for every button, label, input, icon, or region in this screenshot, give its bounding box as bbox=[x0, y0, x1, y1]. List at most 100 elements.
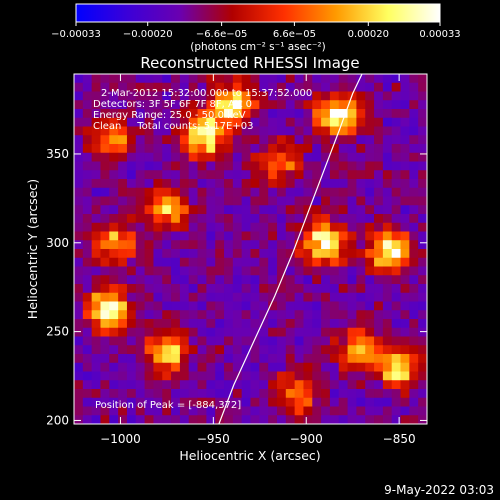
heatmap-cell bbox=[188, 82, 198, 92]
heatmap-cell bbox=[74, 380, 84, 390]
heatmap-cell bbox=[91, 74, 101, 84]
heatmap-cell bbox=[409, 117, 419, 127]
heatmap-cell bbox=[241, 327, 251, 337]
heatmap-cell bbox=[126, 389, 137, 399]
heatmap-cell bbox=[100, 292, 110, 302]
heatmap-cell bbox=[215, 179, 225, 189]
solar-limb-curve bbox=[218, 73, 363, 425]
heatmap-cell bbox=[276, 144, 287, 154]
heatmap-cell bbox=[215, 170, 225, 180]
heatmap-cell bbox=[171, 179, 181, 189]
heatmap-cell bbox=[188, 275, 198, 285]
heatmap-cell bbox=[391, 109, 401, 119]
heatmap-cell bbox=[382, 266, 393, 276]
heatmap-cell bbox=[391, 179, 401, 189]
heatmap-cell bbox=[162, 196, 172, 206]
heatmap-cell bbox=[135, 292, 145, 302]
heatmap-cell bbox=[285, 362, 296, 372]
heatmap-cell bbox=[162, 362, 172, 372]
heatmap-cell bbox=[312, 91, 322, 101]
heatmap-cell bbox=[356, 231, 366, 241]
heatmap-cell bbox=[312, 82, 322, 92]
heatmap-cell bbox=[418, 126, 428, 136]
heatmap-cell bbox=[382, 222, 393, 232]
heatmap-cell bbox=[365, 319, 375, 329]
heatmap-cell bbox=[303, 135, 313, 145]
heatmap-cell bbox=[338, 371, 348, 381]
heatmap-cell bbox=[144, 222, 154, 232]
heatmap-cell bbox=[418, 135, 428, 145]
heatmap-cell bbox=[294, 91, 304, 101]
heatmap-cell bbox=[391, 187, 401, 197]
heatmap-cell bbox=[232, 310, 243, 320]
annotation-time: 2-Mar-2012 15:32:00.000 to 15:37:52.000 bbox=[101, 88, 312, 99]
heatmap-cell bbox=[382, 284, 393, 294]
heatmap-cell bbox=[294, 179, 304, 189]
heatmap-cell bbox=[179, 371, 190, 381]
heatmap-cell bbox=[294, 214, 304, 224]
heatmap-cell bbox=[126, 319, 137, 329]
heatmap-cell bbox=[285, 275, 296, 285]
heatmap-cell bbox=[171, 249, 181, 259]
chart-title: Reconstructed RHESSI Image bbox=[140, 54, 359, 72]
heatmap-cell bbox=[224, 310, 234, 320]
heatmap-cell bbox=[91, 222, 101, 232]
heatmap-cell bbox=[382, 152, 393, 162]
heatmap-cell bbox=[329, 214, 340, 224]
heatmap-cell bbox=[74, 345, 84, 355]
heatmap-cell bbox=[74, 135, 84, 145]
heatmap-cell bbox=[356, 179, 366, 189]
heatmap-cell bbox=[365, 231, 375, 241]
heatmap-cell bbox=[250, 284, 260, 294]
heatmap-cell bbox=[197, 336, 207, 346]
heatmap-cell bbox=[91, 319, 101, 329]
heatmap-cell bbox=[153, 152, 163, 162]
heatmap-cell bbox=[409, 397, 419, 407]
heatmap-cell bbox=[418, 354, 428, 364]
heatmap-cell bbox=[144, 152, 154, 162]
heatmap-cell bbox=[294, 144, 304, 154]
heatmap-cell bbox=[303, 319, 313, 329]
heatmap-cell bbox=[312, 362, 322, 372]
heatmap-cell bbox=[162, 310, 172, 320]
heatmap-cell bbox=[224, 406, 234, 416]
heatmap-cell bbox=[224, 371, 234, 381]
heatmap-cell bbox=[197, 205, 207, 215]
heatmap-cell bbox=[206, 380, 216, 390]
heatmap-cell bbox=[224, 380, 234, 390]
heatmap-cell bbox=[179, 74, 190, 84]
heatmap-cell bbox=[100, 170, 110, 180]
heatmap-cell bbox=[215, 82, 225, 92]
heatmap-cell bbox=[224, 100, 234, 110]
heatmap-cell bbox=[100, 275, 110, 285]
heatmap-cell bbox=[374, 222, 384, 232]
heatmap-cell bbox=[268, 126, 278, 136]
heatmap-cell bbox=[206, 275, 216, 285]
heatmap-cell bbox=[329, 362, 340, 372]
heatmap-cell bbox=[215, 284, 225, 294]
heatmap-cell bbox=[224, 187, 234, 197]
heatmap-cell bbox=[206, 249, 216, 259]
heatmap-cell bbox=[144, 205, 154, 215]
heatmap-cell bbox=[241, 144, 251, 154]
heatmap-cell bbox=[135, 135, 145, 145]
heatmap-cell bbox=[118, 249, 128, 259]
heatmap-cell bbox=[144, 380, 154, 390]
heatmap-cell bbox=[329, 152, 340, 162]
heatmap-cell bbox=[153, 327, 163, 337]
heatmap-cell bbox=[391, 275, 401, 285]
heatmap-cell bbox=[356, 362, 366, 372]
heatmap-cell bbox=[250, 161, 260, 171]
heatmap-cell bbox=[356, 126, 366, 136]
heatmap-cell bbox=[409, 345, 419, 355]
heatmap-cell bbox=[224, 319, 234, 329]
heatmap-cell bbox=[374, 82, 384, 92]
heatmap-cell bbox=[232, 231, 243, 241]
heatmap-cell bbox=[312, 406, 322, 416]
heatmap-cell bbox=[232, 74, 243, 84]
heatmap-cell bbox=[197, 319, 207, 329]
heatmap-cell bbox=[409, 144, 419, 154]
heatmap-cell bbox=[241, 319, 251, 329]
heatmap-cell bbox=[391, 240, 401, 250]
heatmap-cell bbox=[126, 144, 137, 154]
